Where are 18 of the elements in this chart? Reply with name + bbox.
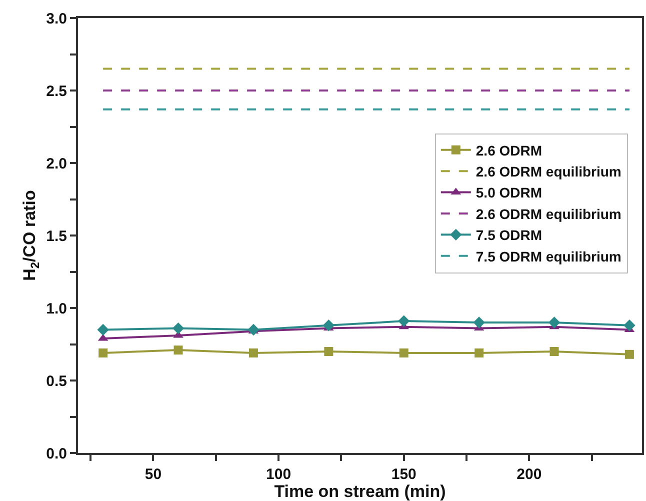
legend-label: 7.5 ODRM bbox=[476, 227, 542, 244]
text: 0.0 bbox=[46, 445, 67, 462]
x-tick-label: 200 bbox=[516, 466, 542, 483]
y-tick-label: 1.0 bbox=[46, 300, 67, 318]
y-tick-label: 2.0 bbox=[46, 155, 67, 172]
legend-label: 2.6 ODRM equilibrium bbox=[476, 164, 622, 180]
y-tick-label: 0.5 bbox=[46, 372, 67, 390]
y-tick-label: 2.5 bbox=[46, 82, 67, 100]
x-tick-label: 50 bbox=[144, 466, 162, 483]
y-tick-label: 1.5 bbox=[46, 228, 67, 245]
legend-label: 2.6 ODRM equilibrium bbox=[476, 206, 622, 222]
y-tick-label: 3.0 bbox=[46, 10, 67, 28]
x-axis-title: Time on stream (min) bbox=[274, 482, 446, 501]
legend-label: 5.0 ODRM bbox=[476, 184, 542, 201]
legend-label: 2.6 ODRM bbox=[476, 142, 542, 158]
x-tick-label: 150 bbox=[391, 466, 416, 483]
x-tick-label: 100 bbox=[266, 466, 292, 483]
legend-label: 7.5 ODRM equilibrium bbox=[476, 248, 622, 264]
